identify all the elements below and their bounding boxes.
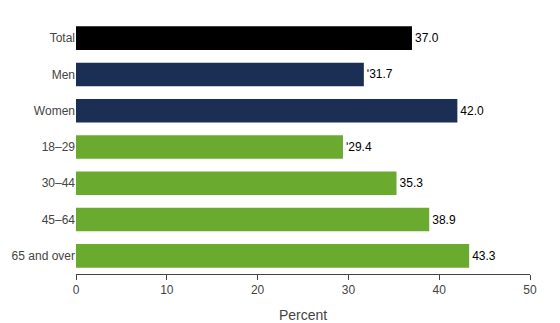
svg-text:Women: Women (34, 104, 75, 118)
svg-text:43.3: 43.3 (472, 249, 496, 263)
svg-text:Total: Total (50, 31, 75, 45)
svg-text:18–29: 18–29 (42, 140, 76, 154)
svg-text:10: 10 (160, 283, 174, 297)
svg-text:40: 40 (433, 283, 447, 297)
svg-text:42.0: 42.0 (460, 104, 484, 118)
svg-text:35.3: 35.3 (400, 176, 424, 190)
svg-text:ʹ29.4: ʹ29.4 (346, 140, 372, 154)
svg-text:37.0: 37.0 (415, 31, 439, 45)
svg-text:30: 30 (342, 283, 356, 297)
svg-text:38.9: 38.9 (432, 213, 456, 227)
svg-text:ʹ31.7: ʹ31.7 (367, 67, 393, 81)
svg-text:65 and over: 65 and over (12, 249, 75, 263)
svg-text:45–64: 45–64 (42, 213, 76, 227)
svg-text:20: 20 (251, 283, 265, 297)
svg-text:50: 50 (523, 283, 537, 297)
svg-text:Percent: Percent (279, 307, 327, 323)
svg-text:30–44: 30–44 (42, 176, 76, 190)
svg-text:0: 0 (73, 283, 80, 297)
svg-text:Men: Men (52, 68, 75, 82)
